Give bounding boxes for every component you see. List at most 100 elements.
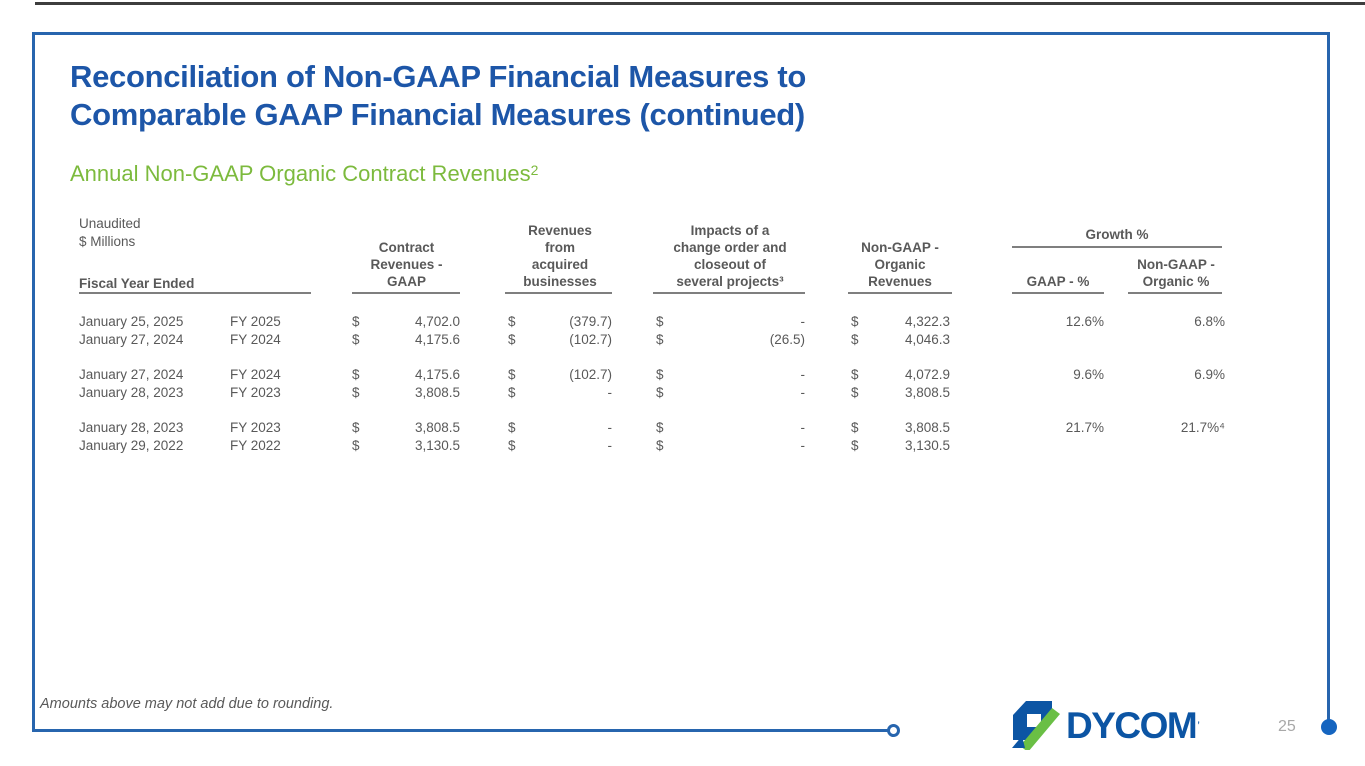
slide-frame-right xyxy=(1327,32,1330,724)
cell-fiscal-year: FY 2024 xyxy=(230,332,281,347)
cell-fiscal-year: FY 2023 xyxy=(230,420,281,435)
slide-frame-top xyxy=(32,32,1330,35)
cell-currency-symbol: $ xyxy=(508,385,516,400)
cell-growth-gaap: 21.7% xyxy=(1065,420,1104,435)
cell-currency-symbol: $ xyxy=(851,438,859,453)
cell-fiscal-year: FY 2023 xyxy=(230,385,281,400)
cell-currency-symbol: $ xyxy=(656,385,664,400)
dycom-logo-trademark: ’ xyxy=(1197,719,1200,733)
cell-gaap: 4,702.0 xyxy=(414,314,460,329)
cell-currency-symbol: $ xyxy=(352,438,360,453)
unaudited-label: Unaudited xyxy=(79,216,141,231)
reconciliation-table: Unaudited $ Millions Fiscal Year Ended C… xyxy=(79,210,1229,470)
cell-organic: 4,046.3 xyxy=(904,332,950,347)
cell-gaap: 3,130.5 xyxy=(414,438,460,453)
cell-currency-symbol: $ xyxy=(851,367,859,382)
slide-frame-bottom xyxy=(32,729,888,732)
cell-currency-symbol: $ xyxy=(508,332,516,347)
col-header-gaap-percent: GAAP - % xyxy=(1026,274,1090,289)
cell-acquired: (102.7) xyxy=(569,332,612,347)
underline-organic-percent xyxy=(1128,292,1222,294)
rounding-footnote: Amounts above may not add due to roundin… xyxy=(40,696,334,712)
page-number: 25 xyxy=(1278,718,1296,735)
page-title: Reconciliation of Non-GAAP Financial Mea… xyxy=(70,59,807,132)
dycom-logo-icon xyxy=(1008,698,1062,755)
table-row: January 29, 2022 FY 2022 $3,130.5 $ - $ - $3,13… xyxy=(79,437,1229,455)
cell-fiscal-year: FY 2022 xyxy=(230,438,281,453)
cell-fiscal-year-date: January 27, 2024 xyxy=(79,332,184,347)
cell-fiscal-year-date: January 28, 2023 xyxy=(79,420,184,435)
cell-fiscal-year-date: January 28, 2023 xyxy=(79,385,184,400)
cell-gaap: 4,175.6 xyxy=(414,332,460,347)
frame-end-ring xyxy=(887,724,900,737)
cell-currency-symbol: $ xyxy=(656,367,664,382)
underline-growth-group xyxy=(1012,246,1222,248)
cell-currency-symbol: $ xyxy=(656,332,664,347)
cell-organic: 3,130.5 xyxy=(904,438,950,453)
cell-acquired: - xyxy=(607,420,613,435)
cell-organic: 4,072.9 xyxy=(904,367,950,382)
cell-impacts: - xyxy=(800,385,806,400)
cell-growth-gaap: 9.6% xyxy=(1073,367,1104,382)
frame-end-dot xyxy=(1321,719,1337,735)
cell-fiscal-year: FY 2025 xyxy=(230,314,281,329)
cell-growth-gaap: 12.6% xyxy=(1065,314,1104,329)
table-row: January 27, 2024 FY 2024 $4,175.6 $ (102.7) $… xyxy=(79,366,1229,384)
cell-currency-symbol: $ xyxy=(508,367,516,382)
subtitle-superscript: 2 xyxy=(530,162,539,178)
cell-currency-symbol: $ xyxy=(352,314,360,329)
cell-impacts: - xyxy=(800,420,806,435)
table-row: January 28, 2023 FY 2023 $3,808.5 $ - $ - $3,80… xyxy=(79,384,1229,402)
col-header-non-gaap-organic-revenues: Non-GAAP - Organic Revenues xyxy=(861,240,939,289)
cell-currency-symbol: $ xyxy=(656,314,664,329)
subtitle-text: Annual Non-GAAP Organic Contract Revenue… xyxy=(70,161,531,186)
cell-gaap: 4,175.6 xyxy=(414,367,460,382)
col-header-non-gaap-organic-percent: Non-GAAP - Organic % xyxy=(1137,257,1215,289)
section-subtitle: Annual Non-GAAP Organic Contract Revenue… xyxy=(70,161,538,187)
cell-growth-organic: 21.7%⁴ xyxy=(1180,420,1225,435)
underline-contract xyxy=(352,292,460,294)
cell-impacts: - xyxy=(800,314,806,329)
underline-organic xyxy=(848,292,952,294)
dycom-logo: DYCOM ’ xyxy=(1008,700,1200,752)
cell-organic: 4,322.3 xyxy=(904,314,950,329)
cell-organic: 3,808.5 xyxy=(904,385,950,400)
table-row: January 28, 2023 FY 2023 $3,808.5 $ - $ - $3,80… xyxy=(79,419,1229,437)
top-window-edge xyxy=(35,2,1365,5)
cell-currency-symbol: $ xyxy=(851,385,859,400)
col-header-revenues-acquired: Revenues from acquired businesses xyxy=(523,223,597,289)
millions-label: $ Millions xyxy=(79,234,136,249)
dycom-logo-text: DYCOM xyxy=(1066,705,1198,746)
table-row: January 25, 2025 FY 2025 $4,702.0 $ (379.7) $… xyxy=(79,313,1229,331)
cell-currency-symbol: $ xyxy=(508,438,516,453)
cell-impacts: - xyxy=(800,367,806,382)
cell-currency-symbol: $ xyxy=(352,332,360,347)
underline-gaap-percent xyxy=(1012,292,1104,294)
cell-fiscal-year-date: January 25, 2025 xyxy=(79,314,184,329)
col-header-growth-group: Growth % xyxy=(1085,227,1149,242)
cell-currency-symbol: $ xyxy=(352,420,360,435)
col-header-impacts-change-order: Impacts of a change order and closeout o… xyxy=(673,223,787,289)
cell-currency-symbol: $ xyxy=(656,420,664,435)
cell-fiscal-year-date: January 29, 2022 xyxy=(79,438,184,453)
cell-acquired: (379.7) xyxy=(569,314,612,329)
cell-gaap: 3,808.5 xyxy=(414,420,460,435)
slide-frame-left xyxy=(32,32,35,732)
cell-currency-symbol: $ xyxy=(352,385,360,400)
cell-growth-organic: 6.8% xyxy=(1194,314,1225,329)
cell-growth-organic: 6.9% xyxy=(1194,367,1225,382)
cell-fiscal-year-date: January 27, 2024 xyxy=(79,367,184,382)
cell-currency-symbol: $ xyxy=(851,332,859,347)
cell-acquired: (102.7) xyxy=(569,367,612,382)
underline-acquired xyxy=(505,292,612,294)
underline-impacts xyxy=(653,292,805,294)
table-row: January 27, 2024 FY 2024 $4,175.6 $ (102.7) $… xyxy=(79,331,1229,349)
cell-fiscal-year: FY 2024 xyxy=(230,367,281,382)
cell-organic: 3,808.5 xyxy=(904,420,950,435)
underline-fiscal-year xyxy=(79,292,311,294)
cell-acquired: - xyxy=(607,385,613,400)
cell-impacts: (26.5) xyxy=(769,332,805,347)
cell-impacts: - xyxy=(800,438,806,453)
cell-gaap: 3,808.5 xyxy=(414,385,460,400)
